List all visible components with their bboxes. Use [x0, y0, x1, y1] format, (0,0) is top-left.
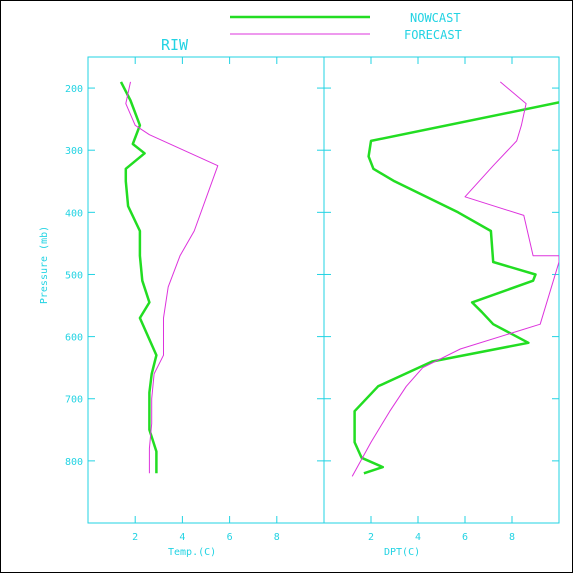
panel-temperature-frame — [87, 56, 325, 524]
y-tick-label-800: 800 — [65, 457, 83, 468]
x-tick-label-p1-2: 2 — [368, 532, 374, 543]
series-layer — [119, 81, 559, 477]
x-tick-label-p0-8: 8 — [274, 532, 280, 543]
x-tick-label-p1-8: 8 — [509, 532, 515, 543]
legend-label-forecast: FORECAST — [404, 28, 462, 42]
x-axis-label-temperature: Temp.(C) — [168, 547, 216, 558]
y-tick-label-700: 700 — [65, 395, 83, 406]
x-tick-label-p1-4: 4 — [415, 532, 421, 543]
x-tick-label-p0-2: 2 — [132, 532, 138, 543]
y-tick-label-200: 200 — [65, 84, 83, 95]
y-axis-label: Pressure (mb) — [39, 226, 50, 304]
series-line-forecast-panel-0 — [125, 81, 219, 474]
y-tick-label-600: 600 — [65, 333, 83, 344]
chart-title: RIW — [161, 36, 189, 54]
series-line-nowcast-panel-1 — [353, 101, 559, 475]
panel-dewpoint-frame — [323, 56, 560, 524]
series-line-forecast-panel-1 — [351, 81, 559, 477]
legend-label-nowcast: NOWCAST — [410, 11, 461, 25]
x-tick-label-p1-6: 6 — [462, 532, 468, 543]
x-tick-label-p0-6: 6 — [227, 532, 233, 543]
y-tick-label-500: 500 — [65, 270, 83, 281]
series-line-nowcast-panel-0 — [119, 81, 158, 474]
tick-layer: 200 300 400 500 600 700 800 2 4 6 8 2 4 6 8 — [65, 57, 559, 543]
y-tick-label-400: 400 — [65, 208, 83, 219]
x-axis-label-dewpoint: DPT(C) — [384, 547, 420, 558]
y-tick-label-300: 300 — [65, 146, 83, 157]
x-tick-label-p0-4: 4 — [179, 532, 185, 543]
